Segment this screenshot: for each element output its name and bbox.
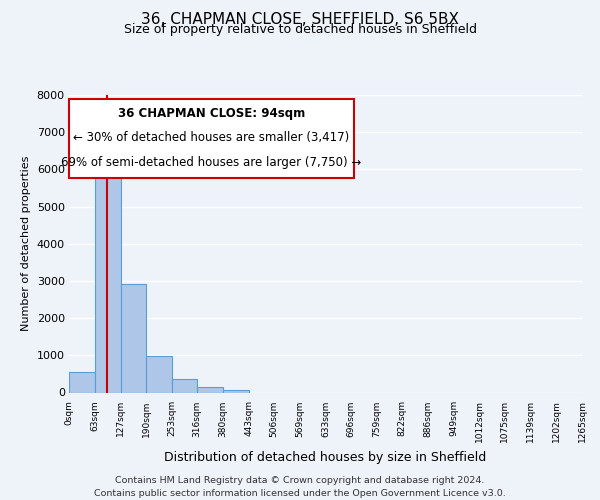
- Bar: [69, 372, 95, 392]
- Text: 36, CHAPMAN CLOSE, SHEFFIELD, S6 5BX: 36, CHAPMAN CLOSE, SHEFFIELD, S6 5BX: [141, 12, 459, 28]
- Text: 69% of semi-detached houses are larger (7,750) →: 69% of semi-detached houses are larger (…: [61, 156, 361, 169]
- FancyBboxPatch shape: [69, 100, 354, 178]
- Bar: [95, 155, 121, 392]
- Bar: [197, 386, 223, 392]
- Bar: [172, 380, 197, 392]
- Text: 36 CHAPMAN CLOSE: 94sqm: 36 CHAPMAN CLOSE: 94sqm: [118, 107, 305, 120]
- Bar: [121, 284, 146, 393]
- Text: Contains HM Land Registry data © Crown copyright and database right 2024.
Contai: Contains HM Land Registry data © Crown c…: [94, 476, 506, 498]
- Bar: [223, 390, 248, 392]
- Y-axis label: Number of detached properties: Number of detached properties: [21, 156, 31, 332]
- X-axis label: Distribution of detached houses by size in Sheffield: Distribution of detached houses by size …: [164, 450, 487, 464]
- Text: Size of property relative to detached houses in Sheffield: Size of property relative to detached ho…: [124, 24, 476, 36]
- Bar: [146, 356, 172, 392]
- Text: ← 30% of detached houses are smaller (3,417): ← 30% of detached houses are smaller (3,…: [73, 131, 349, 144]
